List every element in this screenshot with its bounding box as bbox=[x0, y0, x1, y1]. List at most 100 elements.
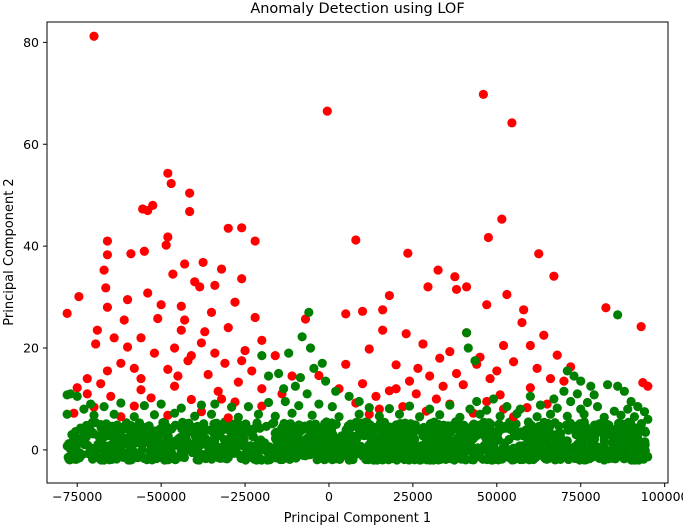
normal-point bbox=[181, 434, 191, 444]
normal-point bbox=[478, 454, 488, 464]
anomaly-point bbox=[257, 384, 267, 394]
normal-point bbox=[364, 440, 374, 450]
normal-point bbox=[396, 451, 406, 461]
normal-point bbox=[241, 419, 251, 429]
anomaly-point bbox=[119, 315, 129, 325]
x-tick-label: −50000 bbox=[136, 489, 186, 504]
normal-point bbox=[374, 436, 384, 446]
anomaly-point bbox=[74, 291, 84, 302]
normal-point bbox=[436, 454, 446, 464]
anomaly-point bbox=[180, 315, 190, 325]
normal-point bbox=[137, 445, 147, 455]
normal-point bbox=[169, 408, 180, 418]
normal-point bbox=[502, 401, 512, 412]
normal-point bbox=[290, 381, 300, 391]
normal-point bbox=[295, 436, 305, 446]
normal-point bbox=[292, 445, 302, 455]
normal-point bbox=[619, 386, 629, 396]
normal-point bbox=[410, 423, 420, 433]
normal-point bbox=[263, 397, 274, 408]
anomaly-point bbox=[418, 339, 428, 349]
anomaly-point bbox=[322, 106, 332, 116]
normal-point bbox=[459, 439, 469, 449]
normal-point bbox=[295, 372, 306, 383]
normal-point bbox=[586, 381, 596, 391]
anomaly-point bbox=[102, 302, 113, 312]
anomaly-point bbox=[391, 384, 401, 394]
anomaly-point bbox=[233, 377, 243, 387]
normal-point bbox=[358, 429, 368, 440]
normal-point bbox=[384, 422, 394, 432]
anomaly-point bbox=[82, 373, 92, 384]
normal-point bbox=[401, 431, 411, 441]
normal-point bbox=[582, 397, 593, 408]
normal-point bbox=[562, 366, 572, 376]
normal-point bbox=[144, 421, 154, 431]
anomaly-point bbox=[257, 335, 267, 345]
normal-point bbox=[197, 429, 207, 439]
anomaly-point bbox=[216, 394, 227, 404]
normal-point bbox=[98, 444, 108, 454]
x-tick-label: 50000 bbox=[477, 489, 517, 504]
normal-point bbox=[227, 402, 237, 412]
normal-point bbox=[500, 421, 510, 431]
normal-point bbox=[327, 401, 337, 412]
normal-point bbox=[455, 412, 465, 422]
normal-point bbox=[309, 445, 319, 455]
normal-point bbox=[304, 307, 314, 317]
anomaly-point bbox=[485, 373, 495, 384]
anomaly-point bbox=[136, 333, 146, 343]
anomaly-point bbox=[223, 223, 233, 233]
normal-point bbox=[194, 453, 204, 464]
normal-point bbox=[166, 453, 176, 464]
anomaly-point bbox=[435, 353, 445, 363]
normal-point bbox=[129, 412, 139, 422]
normal-point bbox=[310, 419, 321, 429]
anomaly-point bbox=[139, 246, 149, 256]
normal-point bbox=[491, 429, 501, 439]
normal-point bbox=[364, 403, 374, 413]
anomaly-point bbox=[364, 344, 374, 354]
anomaly-point bbox=[237, 223, 247, 233]
anomaly-point bbox=[195, 282, 205, 292]
normal-point bbox=[525, 391, 535, 401]
anomaly-point bbox=[552, 350, 562, 360]
normal-point bbox=[253, 409, 264, 419]
normal-point bbox=[500, 438, 510, 448]
x-tick-label: −25000 bbox=[220, 489, 270, 504]
anomaly-point bbox=[163, 232, 173, 242]
normal-point bbox=[83, 429, 93, 439]
anomaly-point bbox=[72, 383, 82, 393]
normal-point bbox=[488, 394, 499, 404]
normal-point bbox=[485, 451, 496, 462]
normal-point bbox=[243, 401, 254, 412]
anomaly-point bbox=[173, 371, 183, 381]
anomaly-point bbox=[542, 399, 552, 409]
normal-point bbox=[285, 419, 296, 429]
anomaly-point bbox=[101, 283, 111, 293]
normal-point bbox=[294, 400, 304, 411]
normal-point bbox=[280, 396, 290, 407]
normal-point bbox=[209, 423, 219, 433]
normal-point bbox=[609, 406, 619, 416]
normal-point bbox=[404, 401, 415, 411]
x-tick-label: 25000 bbox=[393, 489, 433, 504]
normal-point bbox=[126, 452, 136, 463]
anomaly-point bbox=[287, 371, 297, 381]
normal-point bbox=[613, 381, 623, 391]
anomaly-point bbox=[636, 322, 646, 332]
anomaly-point bbox=[357, 379, 368, 389]
normal-point bbox=[72, 391, 82, 401]
anomaly-point bbox=[210, 280, 220, 290]
normal-point bbox=[459, 420, 469, 430]
anomaly-point bbox=[176, 325, 186, 335]
normal-point bbox=[240, 449, 250, 459]
normal-point bbox=[190, 411, 200, 421]
normal-point bbox=[599, 433, 609, 444]
normal-point bbox=[475, 409, 485, 419]
normal-point bbox=[569, 371, 579, 381]
normal-point bbox=[170, 436, 180, 447]
normal-point bbox=[109, 431, 119, 441]
normal-point bbox=[136, 434, 146, 444]
anomaly-point bbox=[91, 339, 101, 349]
